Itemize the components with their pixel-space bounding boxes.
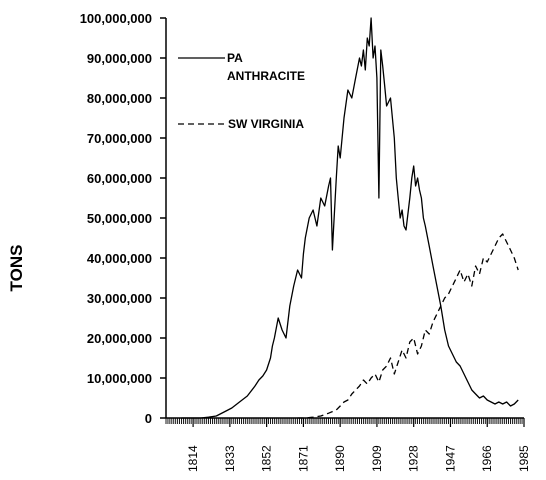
x-tick-label: 1852 (260, 445, 274, 472)
series-lines (181, 17, 519, 419)
y-tick-label: 50,000,000 (87, 211, 152, 226)
x-tick-label: 1947 (443, 445, 457, 472)
y-tick-label: 30,000,000 (87, 291, 152, 306)
y-axis-label: TONS (7, 245, 26, 292)
y-tick-label: 10,000,000 (87, 371, 152, 386)
y-tick-label: 70,000,000 (87, 131, 152, 146)
legend: PA ANTHRACITE SW VIRGINIA (178, 51, 305, 131)
y-tick-label: 90,000,000 (87, 51, 152, 66)
x-tick-label: 1928 (407, 445, 421, 472)
y-tick-label: 40,000,000 (87, 251, 152, 266)
x-axis-minor-ticks (165, 418, 525, 424)
y-tick-label: 20,000,000 (87, 331, 152, 346)
x-tick-label: 1833 (223, 445, 237, 472)
legend-label-sw-virginia: SW VIRGINIA (228, 117, 304, 131)
x-axis-tick-labels: 1814 1833 1852 1871 1890 1909 1928 1947 1966 1985 (186, 418, 531, 472)
x-tick-label: 1814 (186, 445, 200, 472)
x-tick-label: 1985 (517, 445, 531, 472)
y-tick-label: 80,000,000 (87, 91, 152, 106)
x-tick-label: 1966 (480, 445, 494, 472)
x-tick-label: 1871 (296, 445, 310, 472)
y-tick-label: 60,000,000 (87, 171, 152, 186)
legend-label-pa-anthracite: PA ANTHRACITE (227, 51, 305, 83)
x-tick-label: 1890 (333, 445, 347, 472)
y-axis-ticks: 0 10,000,000 20,000,000 30,000,000 40,000,00… (80, 11, 166, 426)
series-line-sw-virginia (297, 233, 519, 419)
x-tick-label: 1909 (370, 445, 384, 472)
series-line-pa-anthracite (181, 17, 519, 419)
y-tick-label: 0 (145, 411, 152, 426)
y-tick-label: 100,000,000 (80, 11, 152, 26)
